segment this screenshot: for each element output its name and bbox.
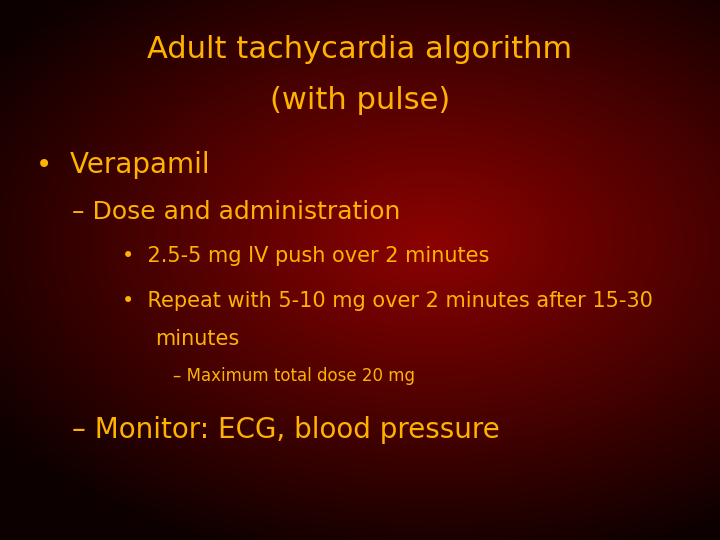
Text: •  Repeat with 5-10 mg over 2 minutes after 15-30: • Repeat with 5-10 mg over 2 minutes aft… (122, 291, 653, 310)
Text: minutes: minutes (155, 329, 239, 349)
Text: – Dose and administration: – Dose and administration (72, 200, 400, 224)
Text: •  Verapamil: • Verapamil (36, 151, 210, 179)
Text: •  2.5-5 mg IV push over 2 minutes: • 2.5-5 mg IV push over 2 minutes (122, 246, 490, 266)
Text: (with pulse): (with pulse) (270, 86, 450, 116)
Text: Adult tachycardia algorithm: Adult tachycardia algorithm (148, 35, 572, 64)
Text: – Maximum total dose 20 mg: – Maximum total dose 20 mg (173, 367, 415, 385)
Text: – Monitor: ECG, blood pressure: – Monitor: ECG, blood pressure (72, 416, 500, 444)
